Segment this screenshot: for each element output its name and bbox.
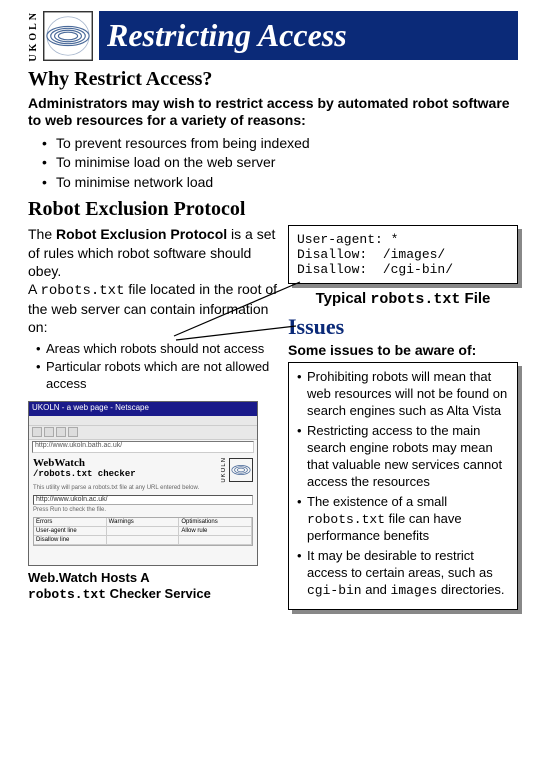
sp-col: Warnings: [107, 518, 180, 526]
issue-item: The existence of a small robots.txt file…: [297, 494, 509, 546]
sp-address-bar: http://www.ukoln.bath.ac.uk/: [32, 441, 254, 453]
section-why-intro: Administrators may wish to restrict acce…: [28, 95, 518, 130]
issues-intro: Some issues to be aware of:: [288, 342, 518, 358]
issue-item: Prohibiting robots will mean that web re…: [297, 369, 509, 420]
screenshot-caption: Web.Watch Hosts A robots.txt Checker Ser…: [28, 570, 280, 602]
issues-box: Prohibiting robots will mean that web re…: [288, 362, 518, 610]
sp-desc2: Press Run to check the file.: [33, 507, 253, 514]
sp-brand-text: UKOLN: [221, 457, 227, 483]
protocol-sub-bullet: Particular robots which are not allowed …: [38, 359, 280, 393]
sp-swirl-icon: [229, 458, 253, 482]
code-line: User-agent: *: [297, 232, 509, 247]
why-bullet: To prevent resources from being indexed: [56, 134, 518, 154]
sp-menubar: [29, 416, 257, 426]
caption-prefix: Typical: [316, 290, 371, 307]
section-protocol-heading: Robot Exclusion Protocol: [28, 198, 518, 221]
sp-url-input: http://www.ukoln.ac.uk/: [33, 495, 253, 505]
logo-block: UKOLN: [28, 10, 93, 62]
sp-page-sub: /robots.txt checker: [33, 469, 136, 479]
header: UKOLN Restricting Access: [28, 10, 518, 62]
issues-heading: Issues: [288, 314, 518, 340]
code-line: Disallow: /cgi-bin/: [297, 262, 509, 277]
code-line: Disallow: /images/: [297, 247, 509, 262]
robots-txt-example: User-agent: * Disallow: /images/ Disallo…: [288, 225, 518, 284]
swirl-logo: [43, 11, 93, 61]
browser-screenshot: UKOLN - a web page - Netscape http://www…: [28, 401, 258, 566]
why-bullet: To minimise load on the web server: [56, 153, 518, 173]
caption-code: robots.txt: [370, 291, 460, 308]
why-bullet: To minimise network load: [56, 173, 518, 193]
section-why-heading: Why Restrict Access?: [28, 68, 518, 91]
caption-suffix: File: [460, 290, 490, 307]
caption-line1: Web.Watch Hosts A: [28, 570, 150, 585]
sp-toolbar: [29, 426, 257, 440]
brand-vertical-text: UKOLN: [28, 10, 39, 62]
sp-titlebar: UKOLN - a web page - Netscape: [29, 402, 257, 416]
codebox-caption: Typical robots.txt File: [288, 290, 518, 308]
sp-page-heading: WebWatch: [33, 457, 136, 469]
sp-col: Errors: [34, 518, 107, 526]
caption-rest: Checker Service: [106, 586, 211, 601]
sp-col: Optimisations: [179, 518, 252, 526]
sp-table: Errors Warnings Optimisations User-agent…: [33, 517, 253, 546]
protocol-sub-bullets: Areas which robots should not access Par…: [28, 341, 280, 394]
protocol-sub-bullet: Areas which robots should not access: [38, 341, 280, 358]
page-title: Restricting Access: [99, 11, 518, 60]
issue-item: It may be desirable to restrict access t…: [297, 548, 509, 600]
issue-item: Restricting access to the main search en…: [297, 423, 509, 491]
caption-code: robots.txt: [28, 587, 106, 602]
sp-desc: This utility will parse a robots.txt fil…: [33, 485, 253, 492]
protocol-paragraph: The Robot Exclusion Protocol is a set of…: [28, 225, 280, 336]
why-bullets: To prevent resources from being indexed …: [28, 134, 518, 193]
